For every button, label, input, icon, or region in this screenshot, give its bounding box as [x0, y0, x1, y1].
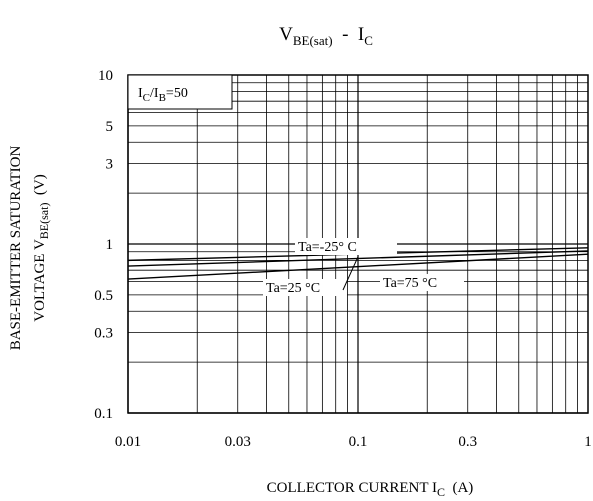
y-axis-label: BASE-EMITTER SATURATION VOLTAGE VBE(sat)…: [8, 146, 51, 351]
x-tick-label: 0.3: [458, 434, 477, 450]
y-tick-label: 3: [106, 156, 114, 172]
x-tick-labels: 0.01 0.03 0.1 0.3 1: [115, 434, 592, 450]
y-tick-label: 1: [106, 237, 114, 253]
condition-box: [127, 74, 233, 110]
condition-label: IC/IB=50: [138, 86, 188, 104]
y-tick-label: 5: [106, 119, 114, 135]
x-tick-label: 0.01: [115, 434, 141, 450]
plot-frame: [127, 74, 589, 414]
chart-title: VBE(sat) - IC: [279, 24, 373, 48]
series-label-bg-ta-75: [380, 274, 464, 291]
y-tick-label: 0.3: [94, 325, 113, 341]
series-label-leader-ta-25: [342, 256, 359, 291]
series-label-ta-25: Ta=25 °C: [266, 281, 320, 296]
grid-lines: [127, 75, 588, 414]
x-tick-label: 0.03: [225, 434, 251, 450]
x-tick-label: 1: [584, 434, 592, 450]
series-line-1: [127, 250, 589, 267]
x-tick-label: 0.1: [349, 434, 368, 450]
series-label-ta-75: Ta=75 °C: [383, 276, 437, 291]
x-axis-label: COLLECTOR CURRENT IC (A): [267, 480, 474, 499]
series-label-bg-ta-neg25: [295, 238, 397, 255]
y-tick-label: 0.1: [94, 406, 113, 422]
y-axis-label-line1: BASE-EMITTER SATURATION: [8, 146, 24, 351]
series-label-ta-neg25: Ta=-25° C: [298, 240, 357, 255]
series-label-bg-ta-25: [263, 279, 347, 296]
y-axis-label-line2: VOLTAGE VBE(sat) (V): [32, 174, 51, 322]
y-tick-label: 0.5: [94, 288, 113, 304]
series-line-2: [127, 253, 589, 280]
y-tick-labels: 0.1 0.3 0.5 1 3 5 10: [94, 68, 113, 422]
y-tick-label: 10: [98, 68, 113, 84]
